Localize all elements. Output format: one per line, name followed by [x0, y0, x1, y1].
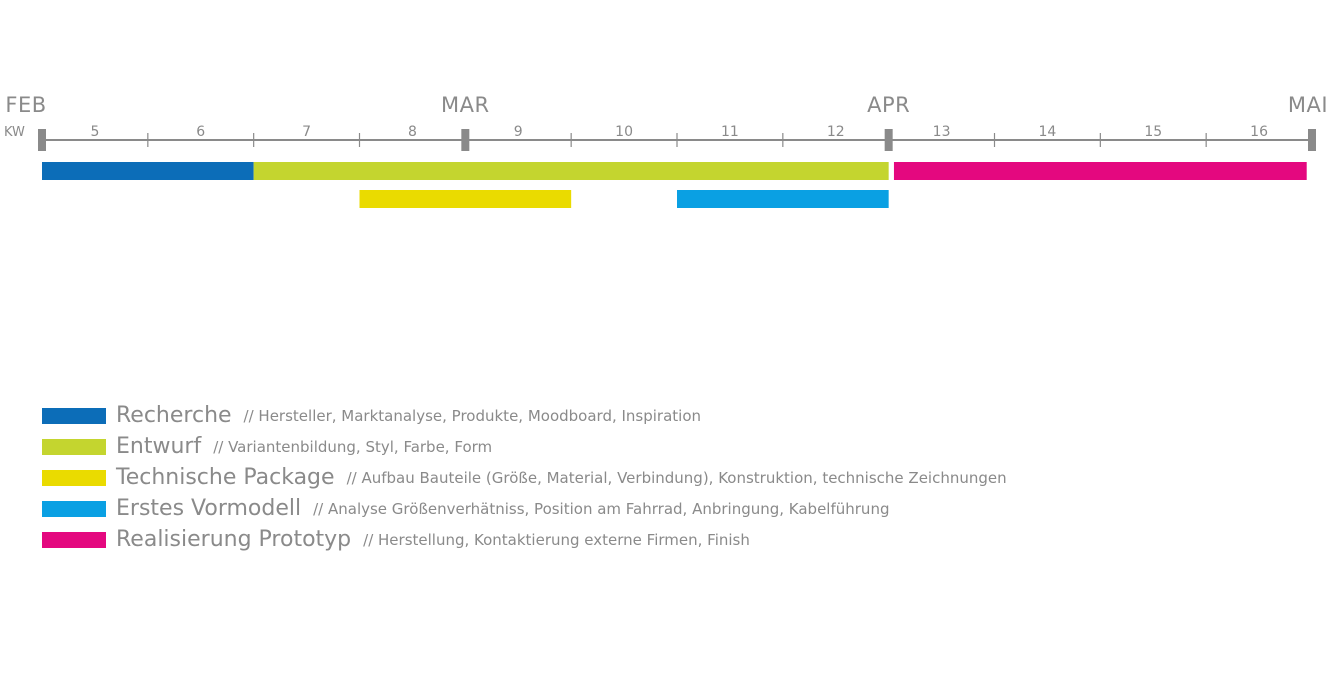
bar-entwurf [253, 162, 889, 180]
legend: Recherche // Hersteller, Marktanalyse, P… [42, 400, 1007, 555]
kw-label: KW [4, 125, 25, 140]
month-label-feb: FEB [5, 93, 46, 117]
week-label-8: 8 [408, 124, 417, 140]
month-marker-mai [1308, 129, 1316, 151]
week-label-5: 5 [90, 124, 99, 140]
legend-item-technische-package: Technische Package // Aufbau Bauteile (G… [42, 462, 1007, 493]
legend-item-recherche: Recherche // Hersteller, Marktanalyse, P… [42, 400, 1007, 431]
month-marker-feb [38, 129, 46, 151]
week-label-12: 12 [827, 124, 845, 140]
week-label-9: 9 [514, 124, 523, 140]
month-label-mai: MAI [1288, 93, 1328, 117]
legend-name-realisierung-prototyp: Realisierung Prototyp [116, 527, 352, 552]
legend-desc-technische-package: // Aufbau Bauteile (Größe, Material, Ver… [346, 468, 1007, 487]
bar-recherche [42, 162, 254, 180]
legend-swatch-erstes-vormodell [42, 500, 106, 517]
legend-item-erstes-vormodell: Erstes Vormodell // Analyse Größenverhät… [42, 493, 1007, 524]
legend-name-entwurf: Entwurf [116, 434, 202, 459]
bar-realisierung-prototyp [893, 162, 1307, 180]
week-label-13: 13 [933, 124, 951, 140]
legend-desc-entwurf: // Variantenbildung, Styl, Farbe, Form [213, 437, 493, 456]
week-label-14: 14 [1039, 124, 1057, 140]
legend-name-recherche: Recherche [116, 403, 232, 428]
month-marker-mar [461, 129, 470, 151]
legend-desc-erstes-vormodell: // Analyse Größenverhätniss, Position am… [313, 499, 890, 518]
legend-swatch-entwurf [42, 438, 106, 455]
month-marker-apr [884, 129, 893, 151]
legend-desc-recherche: // Hersteller, Marktanalyse, Produkte, M… [243, 406, 702, 425]
week-label-11: 11 [721, 124, 739, 140]
legend-desc-realisierung-prototyp: // Herstellung, Kontaktierung externe Fi… [363, 530, 750, 549]
week-label-6: 6 [196, 124, 205, 140]
legend-item-entwurf: Entwurf // Variantenbildung, Styl, Farbe… [42, 431, 1007, 462]
legend-swatch-realisierung-prototyp [42, 531, 106, 548]
bar-erstes-vormodell [677, 190, 889, 208]
month-label-apr: APR [867, 93, 910, 117]
week-label-10: 10 [615, 124, 633, 140]
bar-technische-package [359, 190, 572, 208]
month-label-mar: MAR [441, 93, 490, 117]
week-label-16: 16 [1250, 124, 1268, 140]
legend-swatch-technische-package [42, 469, 106, 486]
week-label-15: 15 [1144, 124, 1162, 140]
legend-name-technische-package: Technische Package [116, 465, 335, 490]
legend-name-erstes-vormodell: Erstes Vormodell [116, 496, 302, 521]
week-label-7: 7 [302, 124, 311, 140]
legend-swatch-recherche [42, 407, 106, 424]
legend-item-realisierung-prototyp: Realisierung Prototyp // Herstellung, Ko… [42, 524, 1007, 555]
